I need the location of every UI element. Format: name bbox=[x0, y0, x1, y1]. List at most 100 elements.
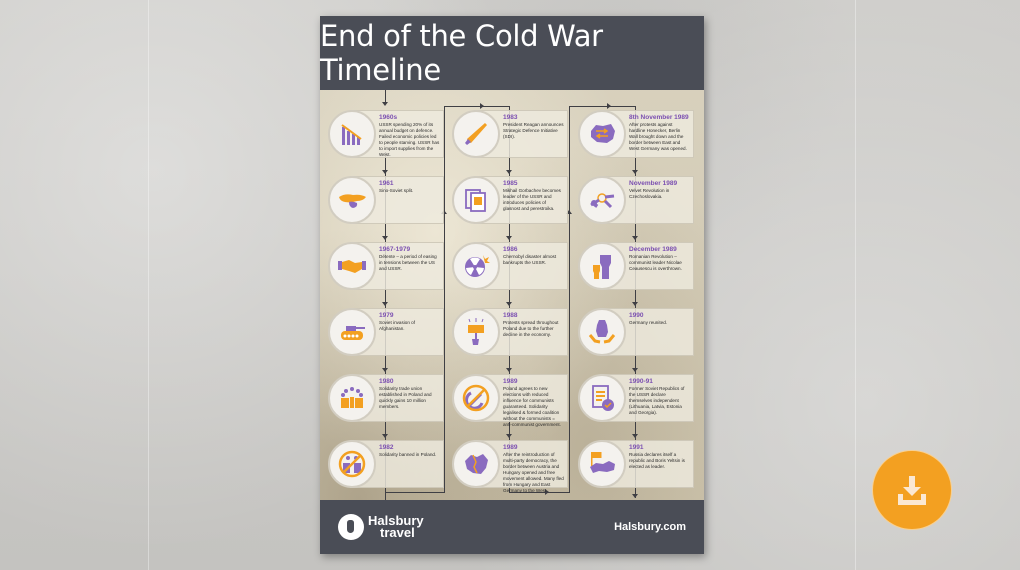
connector-arrow bbox=[632, 302, 638, 306]
documents-icon bbox=[452, 176, 500, 224]
raised-fists-icon bbox=[578, 242, 626, 290]
connector-arrow bbox=[632, 434, 638, 438]
poster-footer: Halsbury travel Halsbury.com bbox=[320, 500, 704, 554]
timeline-column-2: 1983 President Reagan announces Strategi… bbox=[444, 90, 568, 500]
timeline-column-1: 1960s USSR spending 20% of its annual bu… bbox=[320, 90, 444, 500]
connector-arrow bbox=[441, 210, 447, 214]
entry-date: 1983 bbox=[503, 114, 518, 121]
declining-bar-chart-icon bbox=[328, 110, 376, 158]
connector-line bbox=[569, 106, 635, 107]
wall-seam bbox=[855, 0, 856, 570]
entry-date: 1980 bbox=[379, 378, 394, 385]
connector-line bbox=[385, 158, 386, 172]
timeline-entry: 1967-1979 Détente – a period of easing i… bbox=[328, 242, 444, 290]
connector-arrow bbox=[382, 170, 388, 174]
missile-icon bbox=[452, 110, 500, 158]
entry-date: 1988 bbox=[503, 312, 518, 319]
connector-line bbox=[509, 106, 510, 493]
entry-text: Poland agrees to new elections with redu… bbox=[503, 386, 561, 427]
timeline-column-3: 8th November 1989 After protests against… bbox=[570, 90, 694, 500]
radiation-icon bbox=[452, 242, 500, 290]
entry-date: 1991 bbox=[629, 444, 644, 451]
timeline-entry: 1985 Mikhail Gorbachev becomes leader of… bbox=[452, 176, 568, 224]
entry-text: Russia declares itself a republic and Bo… bbox=[629, 452, 685, 469]
entry-text: Mikhail Gorbachev becomes leader of the … bbox=[503, 188, 561, 211]
connector-arrow bbox=[632, 494, 638, 498]
connector-line bbox=[509, 158, 510, 172]
connector-arrow bbox=[506, 170, 512, 174]
keys-icon bbox=[578, 176, 626, 224]
entry-date: 1967-1979 bbox=[379, 246, 411, 253]
entry-text: President Reagan announces Strategic Def… bbox=[503, 122, 564, 139]
map-ussr-china-icon bbox=[328, 176, 376, 224]
connector-arrow bbox=[506, 302, 512, 306]
timeline-entry: 1961 Sino-Soviet split. bbox=[328, 176, 444, 224]
entry-date: 1982 bbox=[379, 444, 394, 451]
entry-date: 1961 bbox=[379, 180, 394, 187]
connector-arrow bbox=[632, 170, 638, 174]
entry-text: Solidarity banned in Poland. bbox=[379, 452, 437, 457]
entry-date: 1979 bbox=[379, 312, 394, 319]
entry-text: USSR spending 20% of its annual budget o… bbox=[379, 122, 440, 157]
russia-flag-icon bbox=[578, 440, 626, 488]
entry-text: Détente – a period of easing in tensions… bbox=[379, 254, 437, 271]
timeline-entry: November 1989 Velvet Revolution in Czech… bbox=[578, 176, 694, 224]
brand-logo: Halsbury travel bbox=[338, 514, 424, 540]
protest-sign-icon bbox=[452, 308, 500, 356]
entry-text: Soviet invasion of Afghanistan. bbox=[379, 320, 416, 331]
connector-arrow bbox=[506, 368, 512, 372]
entry-date: 1985 bbox=[503, 180, 518, 187]
entry-text: Germany reunited. bbox=[629, 320, 668, 325]
site-url: Halsbury.com bbox=[614, 521, 686, 533]
connector-arrow bbox=[382, 302, 388, 306]
timeline-entry: 1990 Germany reunited. bbox=[578, 308, 694, 356]
entry-text: Former Soviet Republics of the USSR decl… bbox=[629, 386, 685, 415]
timeline-entry: 1960s USSR spending 20% of its annual bu… bbox=[328, 110, 444, 158]
entry-text: Velvet Revolution in Czechoslovakia. bbox=[629, 188, 670, 199]
connector-line bbox=[444, 106, 510, 107]
timeline-entry: 1980 Solidarity trade union established … bbox=[328, 374, 444, 422]
timeline-entry: 8th November 1989 After protests against… bbox=[578, 110, 694, 158]
connector-arrow bbox=[506, 434, 512, 438]
divided-map-icon bbox=[452, 440, 500, 488]
timeline-entry: 1989 Poland agrees to new elections with… bbox=[452, 374, 568, 427]
connector-line bbox=[444, 106, 445, 493]
entry-text: After the reintroduction of multi-party … bbox=[503, 452, 564, 493]
download-icon bbox=[898, 476, 926, 505]
timeline-entry: 1979 Soviet invasion of Afghanistan. bbox=[328, 308, 444, 356]
timeline-entry: 1991 Russia declares itself a republic a… bbox=[578, 440, 694, 488]
banned-hammer-sickle-icon bbox=[452, 374, 500, 422]
connector-arrow bbox=[566, 210, 572, 214]
connector-arrow bbox=[480, 103, 484, 109]
entry-date: 1989 bbox=[503, 444, 518, 451]
entry-date: 1986 bbox=[503, 246, 518, 253]
connector-line bbox=[635, 158, 636, 172]
timeline-entry: 1983 President Reagan announces Strategi… bbox=[452, 110, 568, 158]
connector-arrow bbox=[632, 236, 638, 240]
entry-date: 1990 bbox=[629, 312, 644, 319]
connector-arrow bbox=[382, 434, 388, 438]
entry-date: December 1989 bbox=[629, 246, 677, 253]
timeline-entry: 1988 Protests spread throughout Poland d… bbox=[452, 308, 568, 356]
connector-arrow bbox=[607, 103, 611, 109]
download-button[interactable] bbox=[872, 450, 952, 530]
entry-text: Solidarity trade union established in Po… bbox=[379, 386, 432, 409]
banned-crowd-icon bbox=[328, 440, 376, 488]
poster-header: End of the Cold War Timeline bbox=[320, 16, 704, 90]
brand-name: Halsbury bbox=[368, 513, 424, 529]
timeline-entry: 1989 After the reintroduction of multi-p… bbox=[452, 440, 568, 493]
connector-arrow bbox=[632, 368, 638, 372]
connector-line bbox=[385, 492, 445, 493]
entry-text: Sino-Soviet split. bbox=[379, 188, 414, 193]
connector-arrow bbox=[382, 236, 388, 240]
wall-seam bbox=[148, 0, 149, 570]
connector-arrow bbox=[545, 489, 549, 495]
connector-line bbox=[509, 492, 569, 493]
timeline-poster: End of the Cold War Timeline 1960s USSR … bbox=[320, 16, 704, 554]
globe-footprint-icon bbox=[338, 514, 364, 540]
crowd-icon bbox=[328, 374, 376, 422]
entry-date: 1990-91 bbox=[629, 378, 653, 385]
entry-date: 1960s bbox=[379, 114, 398, 121]
connector-line bbox=[569, 106, 570, 493]
timeline-entry: 1982 Solidarity banned in Poland. bbox=[328, 440, 444, 488]
